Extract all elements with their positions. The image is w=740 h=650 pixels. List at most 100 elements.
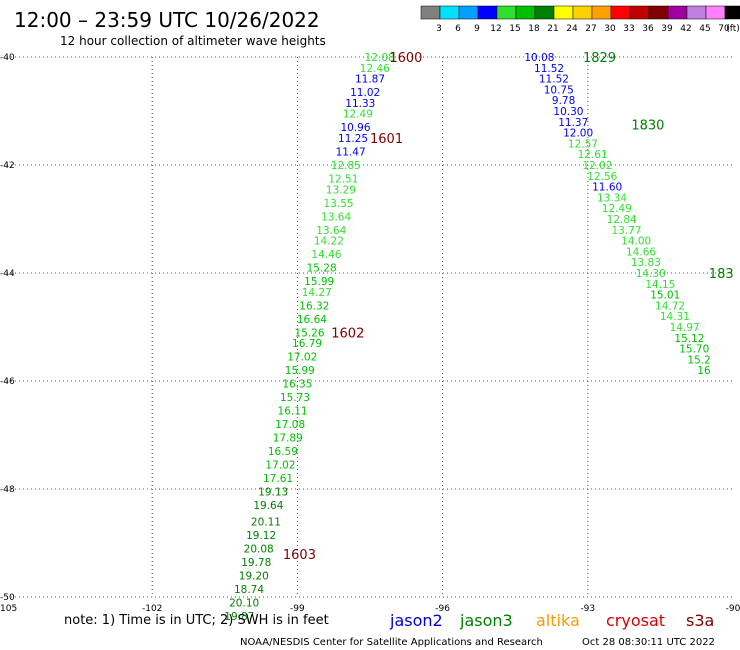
- colorbar-label: 39: [661, 24, 673, 34]
- colorbar-swatch: [610, 5, 631, 20]
- axis-ticks: -105 -102 -99 -96 -93 -90 -40 -42 -44 -46 -48 -50: [0, 53, 740, 614]
- grid: [7, 56, 733, 598]
- y-tick-label: -50: [0, 593, 15, 603]
- colorbar-label: 42: [680, 24, 691, 34]
- footer-credit: NOAA/NESDIS Center for Satellite Applica…: [240, 637, 543, 648]
- wave-height-label: 15.12: [674, 333, 704, 345]
- wave-height-label: 11.52: [534, 63, 564, 75]
- wave-height-label: 12.57: [568, 138, 598, 150]
- wave-height-label: 12.02: [582, 160, 612, 172]
- time-label: 1600: [389, 51, 422, 66]
- x-tick-label: -96: [435, 604, 450, 614]
- wave-height-label: 20.10: [229, 597, 259, 609]
- wave-height-label: 12.49: [602, 203, 632, 215]
- wave-height-label: 16.11: [278, 406, 308, 418]
- wave-height-label: 16.79: [292, 338, 322, 350]
- wave-height-label: 11.33: [345, 98, 375, 110]
- colorbar-swatch: [686, 5, 707, 20]
- legend-item-s3a: s3a: [686, 611, 714, 630]
- chart-title: 12:00 – 23:59 UTC 10/26/2022: [14, 8, 320, 32]
- wave-height-label: 19.20: [239, 570, 269, 582]
- colorbar-label: (ft): [726, 24, 740, 34]
- wave-height-label: 16.32: [299, 300, 329, 312]
- wave-height-label: 20.11: [251, 516, 281, 528]
- wave-height-label: 14.97: [670, 322, 700, 334]
- colorbar-swatch: [420, 5, 441, 20]
- colorbar-label: 9: [474, 24, 480, 34]
- colorbar-swatch: [629, 5, 650, 20]
- x-tick-label: -105: [0, 604, 17, 614]
- footer-note: note: 1) Time is in UTC; 2) SWH is in fe…: [64, 613, 329, 628]
- wave-height-label: 12.46: [360, 63, 390, 75]
- wave-height-label: 16.59: [268, 446, 298, 458]
- y-tick-label: -40: [0, 53, 15, 63]
- wave-height-label: 12.51: [328, 174, 358, 186]
- wave-height-label: 15.26: [294, 327, 324, 339]
- wave-height-label: 19.13: [258, 487, 288, 499]
- colorbar-label: 45: [699, 24, 710, 34]
- data-series: 12.0812.4611.8711.0211.3312.4910.9611.25…: [224, 52, 711, 623]
- wave-height-label: 15.99: [304, 276, 334, 288]
- wave-height-label: 13.55: [324, 198, 354, 210]
- wave-height-label: 10.75: [544, 84, 574, 96]
- colorbar-swatch: [667, 5, 688, 20]
- wave-height-label: 17.61: [263, 473, 293, 485]
- time-label: 1829: [583, 51, 616, 66]
- wave-height-label: 19.87: [224, 611, 254, 623]
- wave-height-label: 14.22: [314, 236, 344, 248]
- colorbar-swatch: [496, 5, 517, 20]
- colorbar-swatch: [458, 5, 479, 20]
- wave-height-label: 14.27: [302, 287, 332, 299]
- wave-height-label: 11.25: [338, 133, 368, 145]
- wave-height-label: 11.37: [558, 117, 588, 129]
- wave-height-label: 13.64: [321, 211, 351, 223]
- wave-height-label: 15.73: [280, 392, 310, 404]
- y-tick-label: -48: [0, 485, 15, 495]
- colorbar-swatch: [553, 5, 574, 20]
- wave-height-label: 12.85: [331, 160, 361, 172]
- colorbar-swatch: [724, 5, 740, 20]
- colorbar-label: 36: [642, 24, 654, 34]
- time-label: 1830: [631, 119, 664, 134]
- wave-height-label: 9.78: [552, 95, 575, 107]
- colorbar-label: 33: [623, 24, 634, 34]
- wave-height-label: 17.08: [275, 419, 305, 431]
- wave-height-label: 10.08: [524, 52, 554, 64]
- wave-height-label: 15.2: [687, 354, 710, 366]
- wave-height-label: 15.70: [679, 344, 709, 356]
- colorbar-label: 6: [455, 24, 461, 34]
- colorbar-label: 27: [585, 24, 596, 34]
- x-tick-label: -102: [142, 604, 162, 614]
- time-label: 183: [709, 267, 734, 282]
- wave-height-label: 20.08: [244, 543, 274, 555]
- wave-height-label: 12.49: [343, 109, 373, 121]
- legend-item-jason3: jason3: [459, 611, 513, 630]
- colorbar-swatch: [439, 5, 460, 20]
- time-label: 1603: [283, 548, 316, 563]
- colorbar-swatch: [572, 5, 593, 20]
- colorbar-label: 12: [490, 24, 501, 34]
- time-label: 1602: [331, 326, 364, 341]
- wave-height-label: 12.84: [607, 214, 637, 226]
- wave-height-label: 14.00: [621, 236, 651, 248]
- wave-height-label: 11.52: [539, 74, 569, 86]
- time-label: 1601: [370, 132, 403, 147]
- wave-height-label: 18.74: [234, 584, 264, 596]
- footer-timestamp: Oct 28 08:30:11 UTC 2022: [582, 637, 715, 648]
- wave-height-label: 15.99: [285, 365, 315, 377]
- wave-height-label: 17.89: [273, 433, 303, 445]
- colorbar-label: 30: [604, 24, 616, 34]
- wave-height-label: 16.64: [297, 314, 327, 326]
- wave-height-label: 11.60: [592, 182, 622, 194]
- y-tick-label: -42: [0, 161, 15, 171]
- wave-height-label: 11.87: [355, 74, 385, 86]
- satellite-legend: jason2 jason3 altika cryosat s3a: [389, 611, 714, 630]
- colorbar: 3 6 9 12 15 18 21 24 27 30 33 36 39 42 45 70(ft): [420, 5, 740, 34]
- colorbar-swatch: [477, 5, 498, 20]
- wave-height-label: 13.64: [316, 225, 346, 237]
- colorbar-label: 21: [547, 24, 558, 34]
- wave-height-label: 14.72: [655, 300, 685, 312]
- colorbar-label: 24: [566, 24, 578, 34]
- wave-height-label: 14.66: [626, 246, 656, 258]
